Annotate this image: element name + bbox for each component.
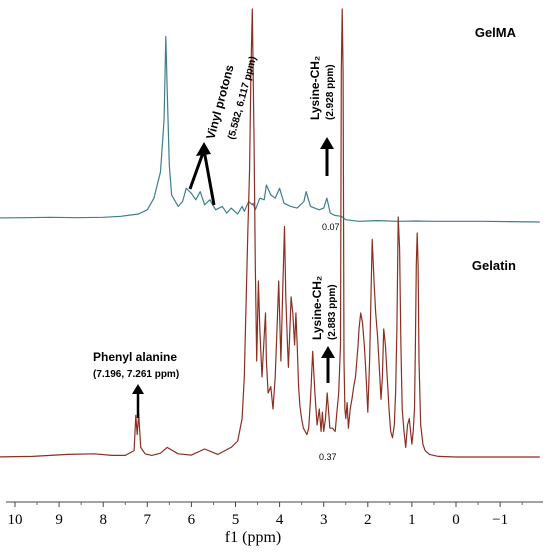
x-tick-label: 1 <box>408 512 416 528</box>
lysine-gelatin-arrowhead <box>321 346 335 358</box>
lysine-gelma-arrowhead <box>320 137 334 149</box>
x-tick-label: 2 <box>364 512 372 528</box>
x-tick-label: 10 <box>8 512 23 528</box>
vinyl-arrow-right <box>202 149 216 206</box>
x-ticks: 10 9 8 7 6 5 4 3 2 1 0 −1 <box>8 502 523 528</box>
spectra <box>0 8 540 458</box>
vinyl-arrow-left <box>188 149 206 190</box>
lysine-gelatin-label: Lysine-CH₂ <box>310 276 324 340</box>
series-label-gelatin: Gelatin <box>472 258 516 273</box>
lysine-gelatin-annotation: Lysine-CH₂ (2.883 ppm) <box>310 276 338 383</box>
integral-gelma: 0.07 <box>322 222 340 232</box>
x-tick-label: 3 <box>320 512 328 528</box>
x-tick-label: 9 <box>55 512 63 528</box>
series-label-gelma: GelMA <box>475 25 517 40</box>
phenylalanine-label: Phenyl alanine <box>93 350 177 364</box>
x-axis-title: f1 (ppm) <box>225 529 281 546</box>
phenylalanine-arrowhead <box>132 384 144 394</box>
x-tick-label: 7 <box>144 512 152 528</box>
x-tick-label: 0 <box>452 512 460 528</box>
lysine-gelatin-ppm: (2.883 ppm) <box>327 284 338 340</box>
x-tick-label: 4 <box>276 512 284 528</box>
series-line-gelatin <box>0 8 540 458</box>
lysine-gelma-label: Lysine-CH₂ <box>308 56 322 120</box>
x-tick-label: −1 <box>492 512 508 528</box>
phenylalanine-annotation: Phenyl alanine (7.196, 7.261 ppm) <box>93 350 179 418</box>
x-tick-label: 6 <box>188 512 196 528</box>
x-tick-label: 8 <box>99 512 107 528</box>
x-tick-label: 5 <box>232 512 240 528</box>
series-line-gelma <box>0 35 540 223</box>
x-axis: 10 9 8 7 6 5 4 3 2 1 0 −1 f1 (ppm) <box>6 501 543 546</box>
integral-gelatin: 0.37 <box>319 452 337 462</box>
lysine-gelma-annotation: Lysine-CH₂ (2.928 ppm) <box>308 56 336 176</box>
phenylalanine-ppm: (7.196, 7.261 ppm) <box>93 369 179 380</box>
lysine-gelma-ppm: (2.928 ppm) <box>325 64 336 120</box>
vinyl-arrowhead <box>196 142 211 156</box>
